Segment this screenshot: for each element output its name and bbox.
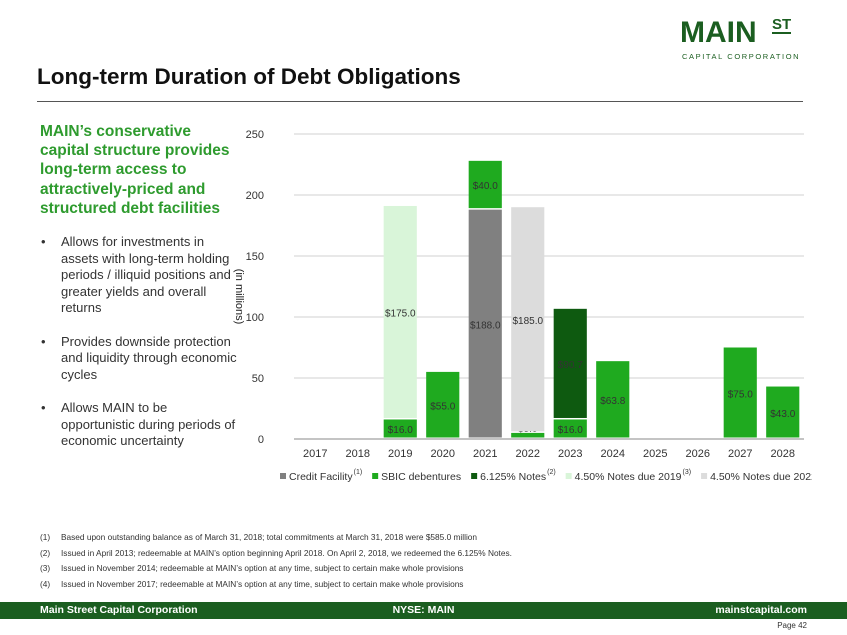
data-label: $16.0: [558, 425, 583, 436]
y-tick-label: 200: [246, 190, 264, 202]
footer-bar: Main Street Capital Corporation NYSE: MA…: [0, 602, 847, 619]
bullet-item: • Allows for investments in assets with l…: [40, 234, 240, 317]
legend-footnote-ref: (1): [354, 469, 363, 476]
bar-segment: [468, 160, 502, 209]
bar-segment: [511, 207, 545, 432]
y-tick-label: 100: [246, 312, 264, 324]
x-tick-label: 2023: [558, 448, 582, 460]
data-label: $40.0: [473, 181, 498, 192]
logo-main-text: MAIN: [680, 16, 757, 49]
bar-segment: [511, 432, 545, 438]
footnote-number: (3): [40, 563, 51, 574]
bullet-list: • Allows for investments in assets with l…: [40, 234, 240, 450]
x-tick-label: 2020: [431, 448, 455, 460]
x-tick-label: 2024: [601, 448, 625, 460]
logo-st-text: ST: [772, 16, 792, 34]
x-tick-label: 2019: [388, 448, 412, 460]
y-axis-label: (in millions): [233, 269, 245, 325]
data-label: $175.0: [385, 309, 416, 320]
x-tick-label: 2025: [643, 448, 667, 460]
legend-entry: 4.50% Notes due 2022: [710, 471, 812, 483]
chart-svg: 0 50 100 150 200 250 (in millions) 2017 2018 2019…: [233, 129, 812, 483]
footnote-number: (1): [40, 532, 51, 542]
footnote: (1) Based upon outstanding balance as of …: [40, 530, 800, 546]
footnote-text: Issued in November 2014; redeemable at M…: [61, 563, 464, 574]
x-tick-label: 2022: [516, 448, 540, 460]
legend-footnote-ref: (2): [547, 469, 556, 476]
bar-segment: [426, 371, 460, 438]
bar-segment: [723, 347, 757, 438]
bullet-item: • Allows MAIN to be opportunistic during …: [40, 400, 240, 450]
data-label: $75.0: [728, 389, 753, 400]
data-label: $63.8: [600, 396, 625, 407]
legend-swatch: [471, 473, 478, 479]
data-label: $16.0: [388, 425, 413, 436]
logo-subtitle: CAPITAL CORPORATION: [682, 52, 801, 61]
footnote: (2) Issued in April 2013; redeemable at M…: [40, 546, 800, 562]
footnote-number: (2): [40, 547, 51, 558]
y-tick-label: 250: [246, 129, 264, 141]
bar-segment: [468, 209, 502, 438]
bullet-marker: •: [41, 234, 46, 250]
x-tick-label: 2028: [771, 448, 795, 460]
footnote: (3) Issued in November 2014; redeemable a…: [40, 561, 800, 577]
bar-segment: [383, 205, 417, 418]
footnote: (4) Issued in November 2017; redeemable a…: [40, 577, 800, 593]
page-title: Long-term Duration of Debt Obligations: [37, 64, 461, 89]
bullet-text: Allows for investments in assets with lo…: [61, 234, 231, 316]
headline: MAIN’s conservative capital structure pr…: [40, 123, 230, 217]
data-label: $43.0: [770, 409, 795, 420]
footnote-text: Issued in November 2017; redeemable at M…: [61, 578, 464, 589]
footer-company: Main Street Capital Corporation: [40, 604, 198, 616]
x-tick-label: 2018: [346, 448, 370, 460]
bar-segment: [596, 361, 630, 438]
legend-swatch: [565, 473, 572, 479]
left-column: MAIN’s conservative capital structure pr…: [40, 122, 240, 467]
legend-swatch: [701, 473, 708, 479]
footer-ticker: NYSE: MAIN: [392, 604, 455, 616]
bar-segment: [553, 419, 587, 438]
title-divider: [37, 101, 803, 102]
bullet-text: Allows MAIN to be opportunistic during p…: [61, 400, 236, 449]
main-street-logo: MAIN ST CAPITAL CORPORATION: [672, 14, 802, 62]
y-tick-label: 150: [246, 251, 264, 263]
legend-entry: Credit Facility: [289, 471, 353, 483]
legend-footnote-ref: (3): [683, 469, 692, 476]
data-label: $188.0: [470, 320, 501, 331]
legend-entry: SBIC debentures: [381, 471, 461, 483]
y-tick-label: 0: [258, 434, 264, 446]
footer-website-link[interactable]: mainstcapital.com: [715, 604, 807, 616]
bullet-text: Provides downside protection and liquidi…: [61, 333, 237, 382]
bullet-marker: •: [41, 400, 46, 416]
footnotes: (1) Based upon outstanding balance as of …: [40, 530, 800, 592]
legend-swatch: [372, 473, 379, 479]
y-tick-label: 50: [252, 373, 264, 385]
legend-entry: 4.50% Notes due 2019: [575, 471, 682, 483]
page-number: Page 42: [777, 621, 807, 630]
x-tick-label: 2026: [686, 448, 710, 460]
footnote-text: Issued in April 2013; redeemable at MAIN…: [61, 547, 512, 558]
data-label: $55.0: [430, 401, 455, 412]
bar-segment: [766, 386, 800, 438]
data-label: $90.7: [558, 360, 583, 371]
bullet-marker: •: [41, 333, 46, 349]
debt-maturity-chart: 0 50 100 150 200 250 (in millions) 2017 2018 2019…: [222, 122, 812, 500]
x-tick-label: 2027: [728, 448, 752, 460]
footnote-text: Based upon outstanding balance as of Mar…: [61, 532, 478, 542]
bullet-item: • Provides downside protection and liquid…: [40, 334, 240, 384]
x-tick-label: 2017: [303, 448, 327, 460]
legend-entry: 6.125% Notes: [480, 471, 546, 483]
footnote-number: (4): [40, 578, 51, 589]
x-tick-label: 2021: [473, 448, 497, 460]
legend-swatch: [280, 473, 286, 479]
data-label: $185.0: [512, 316, 543, 327]
bar-segment: [553, 308, 587, 418]
bar-segment: [383, 419, 417, 438]
